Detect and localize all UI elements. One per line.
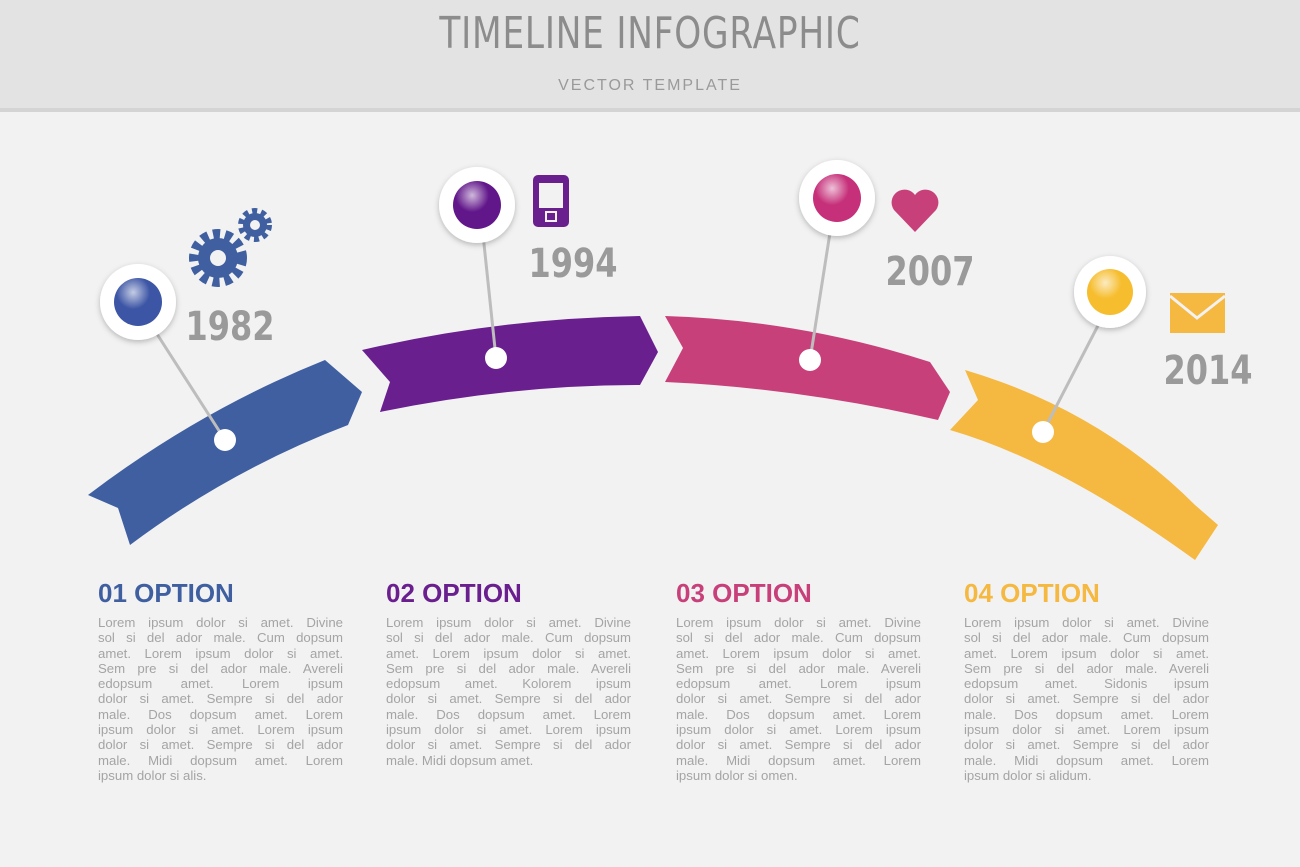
year: 2007 bbox=[885, 247, 974, 294]
body-line: amet. Lorem ipsum dolor si amet. bbox=[98, 645, 343, 661]
pin-stem bbox=[480, 224, 498, 359]
body-line: ipsum dolor si amet. Lorem ipsum bbox=[98, 722, 343, 738]
year: 1994 bbox=[528, 239, 617, 286]
pin-heads bbox=[100, 160, 1146, 340]
body-line: dolor si amet. Sempre si del ador bbox=[964, 737, 1209, 753]
body-line: male. Dos dopsum amet. Lorem bbox=[98, 706, 343, 722]
ribbon-purple bbox=[362, 316, 658, 412]
body-line: dolor si amet. Sempre si del ador bbox=[386, 737, 631, 753]
pin-dots bbox=[214, 347, 1054, 451]
pin-dot bbox=[214, 429, 236, 451]
body-line: ipsum dolor si amet. Lorem ipsum bbox=[676, 722, 921, 738]
gear-hole bbox=[250, 220, 260, 230]
body-line: dolor si amet. Sempre si del ador bbox=[964, 691, 1209, 707]
body-line: dolor si amet. Sempre si del ador bbox=[386, 691, 631, 707]
body-line: edopsum amet. Kolorem ipsum bbox=[386, 676, 631, 692]
body-line: ipsum dolor si amet. Lorem ipsum bbox=[964, 722, 1209, 738]
option-title: 01 OPTION bbox=[98, 578, 234, 608]
body-line: ipsum dolor si alis. bbox=[98, 767, 207, 783]
body-line: dolor si amet. Sempre si del ador bbox=[98, 737, 343, 753]
option-block: 03 OPTION Lorem ipsum dolor si amet. Divi… bbox=[676, 578, 921, 783]
body-line: Sem pre si del ador male. Avereli bbox=[964, 660, 1209, 676]
ribbon-blue bbox=[88, 360, 362, 545]
pin-dot bbox=[799, 349, 821, 371]
phone-screen bbox=[539, 183, 563, 208]
envelope bbox=[1170, 293, 1225, 333]
body-line: ipsum dolor si omen. bbox=[676, 767, 798, 783]
pin-stem bbox=[146, 319, 227, 441]
body-line: dolor si amet. Sempre si del ador bbox=[98, 691, 343, 707]
option-block: 02 OPTION Lorem ipsum dolor si amet. Divi… bbox=[386, 578, 631, 768]
body-line: Lorem ipsum dolor si amet. Divine bbox=[676, 615, 921, 630]
gear bbox=[189, 229, 247, 287]
option-title: 03 OPTION bbox=[676, 578, 812, 608]
pin-gloss bbox=[114, 278, 162, 326]
pin-stem bbox=[808, 219, 834, 361]
phone-button bbox=[545, 211, 557, 222]
pin-gloss bbox=[453, 181, 501, 229]
body-line: male. Dos dopsum amet. Lorem bbox=[964, 706, 1209, 722]
pins bbox=[146, 219, 1107, 441]
pin-dot bbox=[1032, 421, 1054, 443]
option-title: 04 OPTION bbox=[964, 578, 1100, 608]
option-block: 04 OPTION Lorem ipsum dolor si amet. Divi… bbox=[964, 578, 1209, 783]
body-line: male. Dos dopsum amet. Lorem bbox=[386, 706, 631, 722]
body-line: Lorem ipsum dolor si amet. Divine bbox=[98, 615, 343, 630]
title: TIMELINE INFOGRAPHIC bbox=[439, 8, 861, 59]
body-line: Sem pre si del ador male. Avereli bbox=[386, 660, 631, 676]
body-line: male. Midi dopsum amet. Lorem bbox=[964, 752, 1209, 768]
body-line: sol si del ador male. Cum dopsum bbox=[386, 630, 631, 646]
body-line: edopsum amet. Lorem ipsum bbox=[98, 676, 343, 692]
body-line: male. Midi dopsum amet. Lorem bbox=[676, 752, 921, 768]
body-line: amet. Lorem ipsum dolor si amet. bbox=[964, 645, 1209, 661]
body-line: male. Midi dopsum amet. Lorem bbox=[98, 752, 343, 768]
gear bbox=[238, 208, 272, 242]
envelope-flap bbox=[1169, 294, 1226, 320]
body-line: amet. Lorem ipsum dolor si amet. bbox=[386, 645, 631, 661]
body-line: Lorem ipsum dolor si amet. Divine bbox=[386, 615, 631, 630]
year: 1982 bbox=[185, 302, 274, 349]
body-line: Sem pre si del ador male. Avereli bbox=[98, 660, 343, 676]
body-line: edopsum amet. Lorem ipsum bbox=[676, 676, 921, 692]
body-line: amet. Lorem ipsum dolor si amet. bbox=[676, 645, 921, 661]
gear-hole bbox=[210, 250, 226, 266]
body-line: dolor si amet. Sempre si del ador bbox=[676, 691, 921, 707]
body-line: sol si del ador male. Cum dopsum bbox=[676, 630, 921, 646]
body-line: edopsum amet. Sidonis ipsum bbox=[964, 676, 1209, 692]
body-line: sol si del ador male. Cum dopsum bbox=[964, 630, 1209, 646]
body-line: Sem pre si del ador male. Avereli bbox=[676, 660, 921, 676]
subtitle: VECTOR TEMPLATE bbox=[558, 77, 742, 94]
body-line: male. Midi dopsum amet. bbox=[386, 752, 534, 768]
body-line: ipsum dolor si amet. Lorem ipsum bbox=[386, 722, 631, 738]
body-line: dolor si amet. Sempre si del ador bbox=[676, 737, 921, 753]
pin-stem bbox=[1041, 311, 1107, 433]
ribbon-yellow bbox=[950, 370, 1218, 560]
body-line: Lorem ipsum dolor si amet. Divine bbox=[964, 615, 1209, 630]
body-line: ipsum dolor si alidum. bbox=[964, 767, 1092, 783]
gears-icon bbox=[189, 208, 272, 287]
option-block: 01 OPTION Lorem ipsum dolor si amet. Divi… bbox=[98, 578, 343, 783]
body-line: male. Dos dopsum amet. Lorem bbox=[676, 706, 921, 722]
pin-dot bbox=[485, 347, 507, 369]
mail-icon bbox=[1169, 293, 1226, 333]
pin-gloss bbox=[1087, 269, 1133, 315]
year: 2014 bbox=[1163, 346, 1252, 393]
header: TIMELINE INFOGRAPHIC VECTOR TEMPLATE bbox=[0, 0, 1300, 112]
heart-icon bbox=[891, 189, 939, 232]
phone-icon bbox=[533, 175, 569, 227]
pin-gloss bbox=[813, 174, 861, 222]
body-line: sol si del ador male. Cum dopsum bbox=[98, 630, 343, 646]
option-title: 02 OPTION bbox=[386, 578, 522, 608]
